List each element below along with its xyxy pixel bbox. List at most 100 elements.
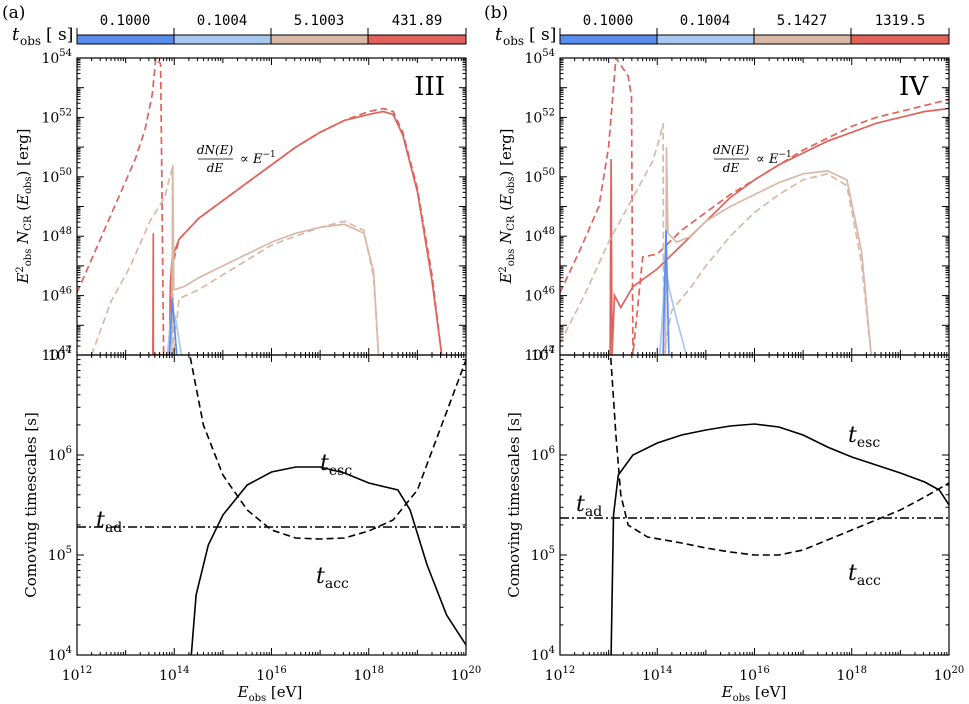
ytick-label-b-upper-5: 1054 (524, 48, 555, 67)
panel-a-colorbar-seg-0 (77, 35, 174, 44)
panel-a-colorbar-label-0: 0.1000 (100, 13, 151, 29)
ytick-label-b-upper-3: 1050 (524, 167, 555, 186)
series-b-upper-2 (664, 147, 873, 355)
panel-a-colorbar-label-1: 0.1004 (197, 13, 248, 29)
svg-text:dE: dE (723, 161, 740, 175)
panel-a: (a) t obs [ s] 0.1000 0.1004 5.1003 431.… (2, 3, 481, 704)
panel-a-colorbar-seg-2 (271, 35, 368, 44)
panel-a-upper-ylabel: E2obs NCR (Eobs) [erg] (14, 128, 34, 284)
series-a-upper-2 (170, 164, 380, 355)
panel-a-region-label: III (414, 72, 445, 102)
panel-a-tobs-sub: obs (20, 34, 41, 48)
xtick-label-b-lower-0: 1012 (545, 665, 576, 684)
panel-a-tobs-legend: t obs [ s] (12, 24, 73, 48)
xtick-label-a-lower-1: 1014 (159, 665, 190, 684)
panel-b-colorbar-seg-0 (560, 35, 657, 44)
svg-text:dN(E): dN(E) (713, 143, 750, 157)
series-b-upper-3 (560, 123, 873, 355)
series-a-upper-1 (77, 58, 443, 355)
panel-b-colorbar-seg-1 (657, 35, 754, 44)
ytick-label-a-lower-2: 106 (48, 445, 72, 464)
panel-a-colorbar-seg-1 (174, 35, 271, 44)
panel-b-colorbar-label-1: 0.1004 (680, 13, 731, 29)
panel-b-tobs-sub: obs (503, 34, 524, 48)
panel-b-lower-ylabel: Comoving timescales [s] (505, 412, 523, 598)
panel-a-colorbar: 0.1000 0.1004 5.1003 431.89 (76, 13, 467, 45)
panel-b-region-label: IV (899, 72, 929, 102)
xtick-label-a-lower-3: 1018 (353, 665, 384, 684)
ytick-label-a-upper-4: 1052 (41, 107, 72, 126)
series-b-lower-1 (609, 355, 949, 556)
panel-a-slope-annotation: dN(E) dE ∝ E−1 (197, 143, 276, 175)
svg-text:∝ E−1: ∝ E−1 (240, 150, 276, 167)
panel-b-colorbar-label-0: 0.1000 (583, 13, 634, 29)
ytick-label-a-lower-3: 107 (48, 345, 72, 364)
ytick-label-a-upper-3: 1050 (41, 167, 72, 186)
ytick-label-b-upper-2: 1048 (524, 226, 555, 245)
xtick-label-b-lower-3: 1018 (836, 665, 867, 684)
panel-b-tad-label: tad (576, 492, 602, 520)
panel-a-tad-label: tad (96, 508, 122, 536)
xtick-label-a-lower-0: 1012 (62, 665, 93, 684)
xtick-label-b-lower-4: 1020 (934, 665, 965, 684)
svg-text:dE: dE (207, 161, 224, 175)
panel-b-tacc-label: tacc (848, 561, 881, 589)
panel-b-xlabel: Eobs [eV] (721, 683, 787, 704)
series-b-upper-5 (662, 230, 670, 355)
panel-b-tobs-t: t (495, 24, 503, 45)
panel-b: (b) t obs [ s] 0.1000 0.1004 5.1427 1319… (484, 3, 964, 704)
panel-b-lower-plot: 104 105 106 107 1012 1014 1016 1018 1020 tesc t… (505, 345, 965, 704)
panel-b-slope-annotation: dN(E) dE ∝ E−1 (713, 143, 792, 175)
ytick-label-a-upper-1: 1046 (41, 286, 72, 305)
ytick-label-b-lower-3: 107 (531, 345, 555, 364)
xtick-label-a-lower-2: 1016 (256, 665, 287, 684)
panel-a-lower-plot: 104 105 106 107 1012 1014 1016 1018 1020 tesc t… (22, 345, 481, 704)
panel-a-lower-ylabel: Comoving timescales [s] (22, 412, 40, 598)
panel-a-tobs-unit: [ s] (46, 25, 73, 45)
ytick-label-a-upper-5: 1054 (41, 48, 72, 67)
panel-a-colorbar-label-2: 5.1003 (294, 13, 345, 29)
panel-b-colorbar-label-3: 1319.5 (875, 13, 926, 29)
series-b-lower-0 (610, 423, 949, 655)
ytick-label-b-lower-2: 106 (531, 445, 555, 464)
panel-b-upper-ylabel: E2obs NCR (Eobs) [erg] (497, 128, 517, 284)
svg-text:∝ E−1: ∝ E−1 (756, 150, 792, 167)
panel-a-label: (a) (2, 3, 25, 23)
panel-b-colorbar: 0.1000 0.1004 5.1427 1319.5 (559, 13, 950, 45)
ytick-label-a-lower-0: 104 (48, 645, 72, 664)
series-b-upper-1 (560, 58, 949, 355)
series-a-lower-1 (189, 355, 466, 540)
panel-b-colorbar-seg-2 (754, 35, 851, 44)
ytick-label-b-lower-0: 104 (531, 645, 555, 664)
series-a-lower-0 (190, 466, 466, 655)
panel-a-tacc-label: tacc (316, 564, 349, 592)
panel-a-upper-frame (76, 57, 467, 356)
panel-a-tobs-t: t (12, 24, 20, 45)
ytick-label-b-upper-1: 1046 (524, 286, 555, 305)
xtick-label-b-lower-1: 1014 (642, 665, 673, 684)
panel-a-colorbar-seg-3 (368, 35, 466, 44)
xtick-label-b-lower-2: 1016 (739, 665, 770, 684)
panel-b-tobs-unit: [ s] (529, 25, 556, 45)
panel-b-colorbar-seg-3 (851, 35, 949, 44)
ytick-label-a-upper-2: 1048 (41, 226, 72, 245)
panel-b-colorbar-label-2: 5.1427 (777, 13, 828, 29)
series-a-upper-3 (90, 167, 380, 355)
ytick-label-b-upper-4: 1052 (524, 107, 555, 126)
series-b-upper-0 (609, 107, 949, 355)
panel-a-tesc-label: tesc (320, 451, 352, 479)
panel-b-label: (b) (484, 3, 508, 23)
panel-b-tobs-legend: t obs [ s] (495, 24, 556, 48)
series-a-upper-5 (168, 298, 178, 355)
panel-a-xlabel: Eobs [eV] (237, 683, 303, 704)
panel-b-tesc-label: tesc (848, 423, 880, 451)
ytick-label-a-lower-1: 105 (48, 545, 72, 564)
panel-b-lower-frame (559, 354, 950, 656)
panel-b-upper-frame (559, 57, 950, 356)
ytick-label-b-lower-1: 105 (531, 545, 555, 564)
svg-text:dN(E): dN(E) (197, 143, 234, 157)
panel-a-colorbar-label-3: 431.89 (392, 13, 443, 29)
